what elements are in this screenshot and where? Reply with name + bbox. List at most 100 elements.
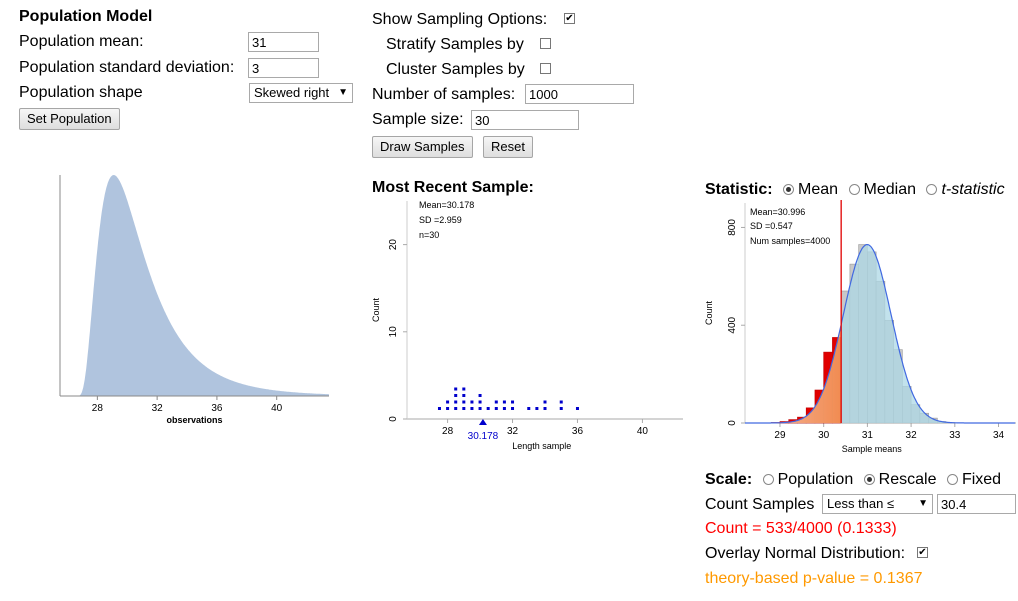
recent-y-axis-label: Count: [371, 298, 381, 323]
cluster-samples-label: Cluster Samples by: [386, 61, 525, 78]
sample-dot: [543, 407, 547, 410]
count-result: Count = 533/4000 (0.1333): [705, 520, 897, 537]
show-sampling-options-label: Show Sampling Options:: [372, 11, 548, 28]
sample-dot: [462, 394, 466, 397]
sample-dot: [494, 407, 498, 410]
set-population-button[interactable]: Set Population: [19, 108, 120, 130]
sample-dot: [446, 407, 450, 410]
recent-x-axis-label: Length sample: [512, 441, 571, 451]
statistic-option-t-statistic[interactable]: t-statistic: [926, 181, 1005, 198]
recent-x-tick-label: 32: [507, 426, 519, 437]
statistic-option-mean[interactable]: Mean: [783, 181, 838, 198]
sample-mean-marker: [478, 419, 487, 425]
sample-dot: [478, 407, 482, 410]
count-mode-value: Less than ≤: [827, 496, 895, 511]
population-x-axis-label: observations: [166, 415, 222, 425]
population-chart: 28 32 36 40 observations: [59, 175, 329, 425]
overlay-normal-label: Overlay Normal Distribution:: [705, 545, 906, 562]
number-of-samples-label: Number of samples:: [372, 86, 516, 103]
population-mean-input[interactable]: [248, 32, 319, 52]
sample-dot: [454, 400, 458, 404]
sample-mean-marker-label: 30.178: [468, 431, 499, 442]
sample-dot: [454, 407, 458, 410]
radio-selected-icon: [783, 184, 795, 195]
hist-y-tick-label: 400: [727, 316, 738, 333]
population-x-tick-label: 40: [271, 403, 283, 414]
sample-dot: [502, 407, 506, 410]
recent-plot-area: [407, 201, 683, 419]
statistic-options: Statistic: Mean Median t-statistic: [705, 181, 1005, 199]
population-mean-label: Population mean:: [19, 33, 144, 50]
recent-x-tick-label: 40: [637, 426, 649, 437]
recent-stat-n: n=30: [419, 230, 439, 240]
sample-dot: [559, 407, 563, 410]
cluster-samples-checkbox[interactable]: [540, 63, 551, 74]
radio-icon: [762, 474, 774, 485]
hist-x-tick-label: 33: [949, 430, 961, 441]
population-shape-label: Population shape: [19, 84, 143, 101]
show-sampling-options-checkbox[interactable]: ✔: [564, 13, 575, 24]
radio-selected-icon: [863, 474, 875, 485]
hist-y-tick-label: 0: [727, 420, 738, 426]
normal-left-tail-area: [745, 324, 842, 423]
population-shape-select[interactable]: Skewed right ▼: [249, 83, 353, 103]
population-x-tick-label: 28: [92, 403, 104, 414]
sample-dot: [462, 387, 466, 391]
sample-dot: [478, 394, 482, 397]
scale-option-population[interactable]: Population: [762, 471, 853, 488]
scale-option-rescale[interactable]: Rescale: [863, 471, 936, 488]
draw-samples-button[interactable]: Draw Samples: [372, 136, 473, 158]
sample-dot: [478, 400, 482, 404]
count-mode-select[interactable]: Less than ≤ ▼: [822, 494, 933, 514]
sample-size-input[interactable]: [471, 110, 579, 130]
radio-icon: [848, 184, 860, 195]
stratify-samples-checkbox[interactable]: [540, 38, 551, 49]
number-of-samples-input[interactable]: [525, 84, 634, 104]
scale-options: Scale: Population Rescale Fixed: [705, 471, 1001, 489]
statistic-option-median[interactable]: Median: [848, 181, 916, 198]
sample-dot: [470, 400, 474, 404]
hist-x-tick-label: 29: [774, 430, 786, 441]
scale-label: Scale:: [705, 471, 753, 488]
sample-dot: [446, 400, 450, 404]
dropdown-arrow-icon: ▼: [918, 498, 928, 509]
hist-x-tick-label: 34: [993, 430, 1005, 441]
sample-dot: [486, 407, 490, 410]
population-model-title: Population Model: [19, 8, 153, 25]
sample-dot: [535, 407, 539, 410]
sample-size-label: Sample size:: [372, 111, 464, 128]
reset-button[interactable]: Reset: [483, 136, 533, 158]
recent-y-tick-label: 20: [388, 239, 399, 251]
checkmark-icon: ✔: [565, 13, 574, 24]
overlay-normal-checkbox[interactable]: ✔: [917, 547, 928, 558]
recent-x-tick-label: 28: [442, 426, 454, 437]
normal-right-area: [841, 244, 1016, 423]
sample-dot: [559, 400, 563, 404]
hist-stat-sd: SD =0.547: [750, 221, 793, 231]
sample-dot: [543, 400, 547, 404]
sample-dot: [454, 387, 458, 391]
population-x-tick-label: 32: [152, 403, 164, 414]
count-cutoff-input[interactable]: [937, 494, 1016, 514]
hist-stat-num: Num samples=4000: [750, 236, 830, 246]
population-sd-label: Population standard deviation:: [19, 59, 235, 76]
population-sd-input[interactable]: [248, 58, 319, 78]
recent-y-tick-label: 10: [388, 326, 399, 338]
recent-x-tick-label: 36: [572, 426, 584, 437]
count-samples-label: Count Samples: [705, 496, 815, 513]
sample-dot: [511, 400, 515, 404]
most-recent-sample-title: Most Recent Sample:: [372, 179, 534, 196]
checkmark-icon: ✔: [918, 547, 927, 558]
population-density-area: [74, 175, 329, 396]
hist-y-axis-label: Count: [704, 301, 714, 326]
hist-stat-mean: Mean=30.996: [750, 207, 805, 217]
scale-option-fixed[interactable]: Fixed: [946, 471, 1001, 488]
recent-stat-mean: Mean=30.178: [419, 200, 474, 210]
dropdown-arrow-icon: ▼: [338, 87, 348, 98]
sample-dot: [454, 394, 458, 397]
population-shape-value: Skewed right: [254, 85, 330, 100]
recent-stat-sd: SD =2.959: [419, 215, 462, 225]
stratify-samples-label: Stratify Samples by: [386, 36, 524, 53]
sample-dot: [462, 407, 466, 410]
sample-dot: [502, 400, 506, 404]
